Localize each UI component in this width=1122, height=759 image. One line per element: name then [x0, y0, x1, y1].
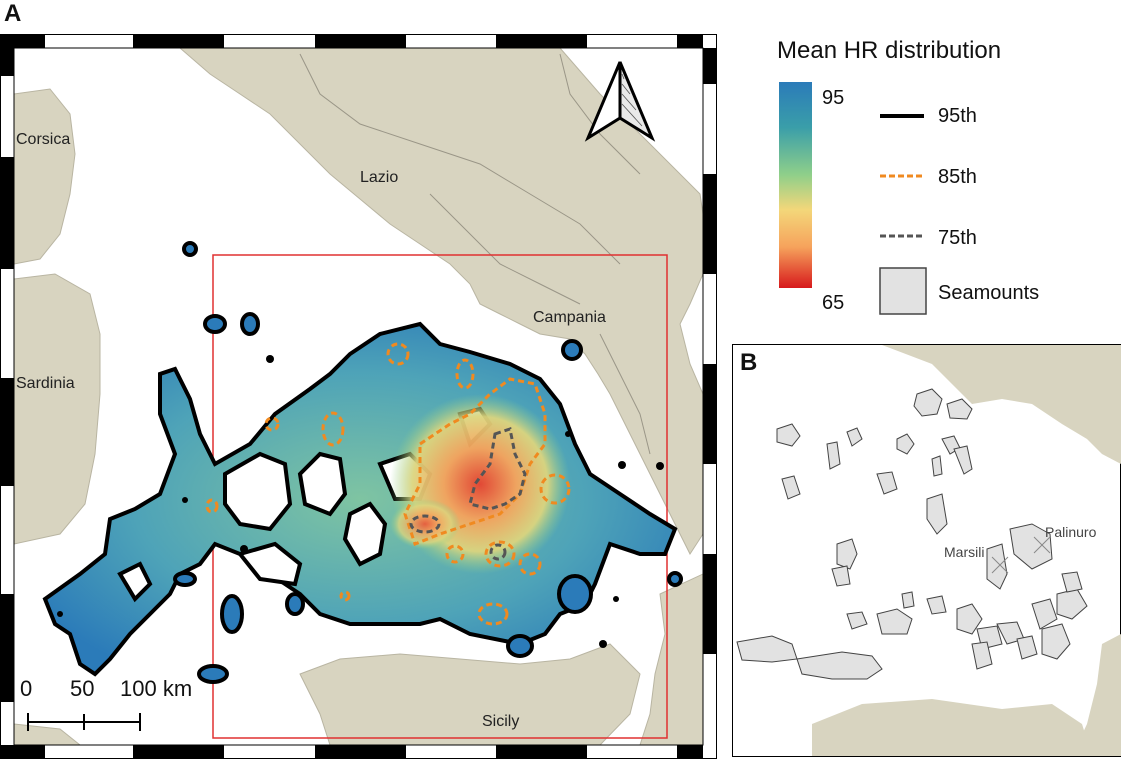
- contours-85th: [205, 342, 571, 626]
- label-campania: Campania: [533, 309, 606, 326]
- label-marsili: Marsili: [944, 544, 984, 560]
- scale-bar: 0 50 100 km: [20, 676, 192, 731]
- legend-gradient-max: 95: [822, 87, 844, 109]
- north-arrow-icon: [584, 61, 656, 142]
- scale-label-100km: 100 km: [120, 676, 192, 701]
- label-lazio: Lazio: [360, 169, 398, 186]
- region-borders: [299, 53, 651, 455]
- label-palinuro: Palinuro: [1045, 524, 1097, 540]
- scale-label-0: 0: [20, 676, 32, 701]
- panel-b-label: B: [740, 349, 757, 376]
- label-corsica: Corsica: [16, 131, 70, 148]
- panel-a-label: A: [4, 0, 22, 27]
- land-south-corner: [14, 723, 81, 745]
- map-panel-b: Marsili Palinuro B: [732, 344, 1121, 757]
- legend-gradient-bar: [779, 82, 812, 288]
- legend-95th-label: 95th: [938, 105, 977, 127]
- legend: Mean HR distribution 95 65 95th 85th 75t…: [777, 37, 1039, 315]
- label-sardinia: Sardinia: [16, 375, 75, 392]
- land-sicily-coast: [812, 699, 1092, 756]
- small-black-points: [57, 355, 664, 648]
- scale-label-50: 50: [70, 676, 94, 701]
- legend-title: Mean HR distribution: [777, 37, 1001, 64]
- seamounts: [736, 388, 1088, 680]
- land-campania-coast: [882, 345, 1121, 464]
- land-italy-mainland: [179, 48, 703, 556]
- land-sardinia: [14, 273, 101, 545]
- distribution-islets: [173, 241, 683, 684]
- hotspot-secondary: [390, 499, 460, 549]
- legend-85th-label: 85th: [938, 166, 977, 188]
- contours-75th: [409, 427, 527, 561]
- label-sicily: Sicily: [482, 713, 519, 730]
- legend-seamounts-label: Seamounts: [938, 282, 1039, 304]
- land-calabria: [639, 573, 703, 745]
- map-panel-a: Corsica Sardinia Lazio Campania Sicily 0…: [0, 34, 717, 759]
- legend-75th-label: 75th: [938, 227, 977, 249]
- legend-seamounts-swatch: [879, 267, 927, 315]
- land-sicily: [299, 643, 641, 745]
- land-calabria-coast: [1072, 634, 1121, 756]
- legend-gradient-min: 65: [822, 292, 844, 314]
- marsili-marker-icon: [991, 556, 1009, 574]
- map-frame-border: [0, 34, 717, 759]
- palinuro-marker-icon: [1033, 536, 1051, 554]
- land-corsica: [14, 88, 76, 265]
